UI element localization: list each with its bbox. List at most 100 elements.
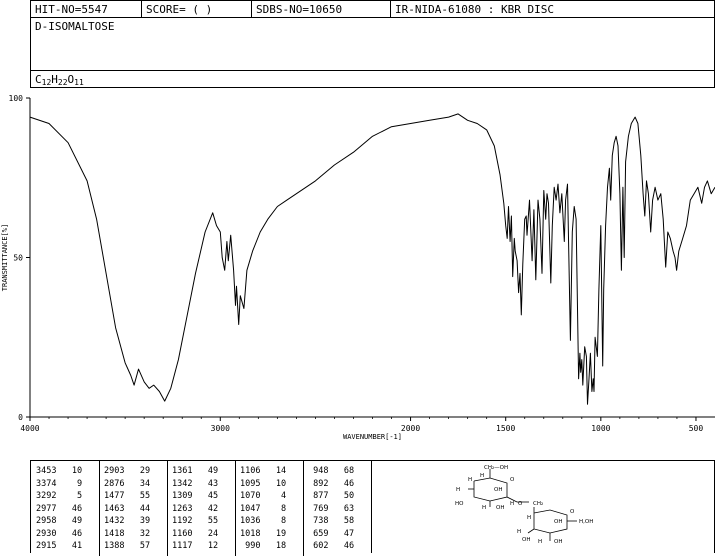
peak-entry: 892 46 — [308, 478, 354, 491]
structure-label: H,OH — [579, 519, 593, 525]
peak-transmittance: 18 — [270, 541, 287, 551]
peak-wavenumber: 2915 — [36, 541, 57, 551]
peak-entry: 1418 32 — [104, 528, 150, 541]
structure-label: HO — [455, 501, 464, 507]
peak-entry: 769 63 — [308, 503, 354, 516]
x-tick-label: 3000 — [211, 424, 230, 433]
peak-wavenumber: 1477 — [104, 491, 125, 501]
peak-transmittance: 39 — [134, 516, 151, 526]
peak-transmittance: 4 — [270, 491, 287, 501]
peak-wavenumber: 1192 — [172, 516, 193, 526]
y-tick-label: 0 — [18, 413, 23, 422]
peak-entry: 1477 55 — [104, 490, 150, 503]
peak-entry: 2903 29 — [104, 465, 150, 478]
peak-entry: 659 47 — [308, 528, 354, 541]
peak-wavenumber: 2903 — [104, 466, 125, 476]
peak-wavenumber: 1018 — [240, 528, 261, 539]
structure-label: H — [480, 473, 484, 479]
structure-label: H — [527, 515, 531, 521]
x-tick-label: 2000 — [401, 424, 420, 433]
peak-entry: 1342 43 — [172, 478, 218, 491]
peak-transmittance: 12 — [202, 541, 219, 551]
x-tick-label: 500 — [689, 424, 704, 433]
peak-wavenumber: 1361 — [172, 466, 193, 476]
peak-table-column: 1361 49 1342 43 1309 45 1263 42 1192 55 1160 … — [172, 465, 218, 553]
x-tick-label: 4000 — [20, 424, 39, 433]
formula-part: H — [51, 73, 58, 86]
peak-table-column: 948 68 892 46 877 50 769 63 738 58 659 4… — [308, 465, 354, 553]
formula-part: 11 — [74, 78, 84, 87]
peak-entry: 948 68 — [308, 465, 354, 478]
peak-wavenumber: 2958 — [36, 516, 57, 526]
peak-wavenumber: 3453 — [36, 466, 57, 476]
peak-entry: 2958 49 — [36, 515, 82, 528]
peak-transmittance: 32 — [134, 528, 151, 539]
peak-entry: 1036 8 — [240, 515, 286, 528]
peak-wavenumber: 1047 — [240, 503, 261, 514]
peak-entry: 602 46 — [308, 540, 354, 553]
peak-entry: 990 18 — [240, 540, 286, 553]
peak-wavenumber: 2977 — [36, 503, 57, 514]
peak-wavenumber: 738 — [308, 516, 329, 526]
peak-wavenumber: 769 — [308, 503, 329, 514]
peak-wavenumber: 990 — [240, 541, 261, 551]
peak-entry: 1018 19 — [240, 528, 286, 541]
peak-table-column: 2903 29 2876 34 1477 55 1463 44 1432 39 1418 … — [104, 465, 150, 553]
peak-transmittance: 24 — [202, 528, 219, 539]
peak-wavenumber: 3374 — [36, 478, 57, 489]
peak-wavenumber: 1160 — [172, 528, 193, 539]
structure-label: OH — [496, 505, 504, 511]
peak-transmittance: 57 — [134, 541, 151, 551]
peak-transmittance: 49 — [66, 516, 83, 526]
peak-wavenumber: 1432 — [104, 516, 125, 526]
structure-label: H — [538, 539, 542, 545]
peak-wavenumber: 1263 — [172, 503, 193, 514]
peak-wavenumber: 1463 — [104, 503, 125, 514]
peak-wavenumber: 2930 — [36, 528, 57, 539]
peak-entry: 1047 8 — [240, 503, 286, 516]
header-divider — [141, 1, 142, 18]
peak-transmittance: 29 — [134, 466, 151, 476]
y-tick-label: 100 — [9, 94, 24, 103]
peak-table-divider — [99, 461, 100, 556]
structure-label: H — [510, 501, 514, 507]
structure-label: O — [518, 501, 523, 507]
peak-wavenumber: 1095 — [240, 478, 261, 489]
peak-wavenumber: 2876 — [104, 478, 125, 489]
molecular-formula: C12H22O11 — [35, 73, 84, 87]
peak-wavenumber: 1342 — [172, 478, 193, 489]
structure-label: OH — [522, 537, 530, 543]
peak-transmittance: 5 — [66, 491, 83, 501]
peak-entry: 1070 4 — [240, 490, 286, 503]
y-axis-label: TRANSMITTANCE[%] — [1, 224, 9, 291]
peak-entry: 1432 39 — [104, 515, 150, 528]
structure-label: OH — [554, 519, 562, 525]
peak-transmittance: 55 — [134, 491, 151, 501]
peak-table-divider — [303, 461, 304, 556]
peak-entry: 3374 9 — [36, 478, 82, 491]
peak-wavenumber: 877 — [308, 491, 329, 501]
peak-table-column: 3453 10 3374 9 3292 5 2977 46 2958 49 2930 46… — [36, 465, 82, 553]
peak-wavenumber: 1070 — [240, 491, 261, 501]
spectrum-line — [29, 113, 715, 405]
structure-label: O — [570, 509, 575, 515]
header-divider — [251, 1, 252, 18]
sdbs-number: SDBS-NO=10650 — [256, 3, 343, 16]
formula-box: C12H22O11 — [30, 70, 715, 88]
peak-transmittance: 58 — [338, 516, 355, 526]
ir-spectrum-chart: 0 50 100 4000 3000 2000 1500 1000 500 WAVENUMBER[… — [1, 94, 715, 441]
peak-table-divider — [235, 461, 236, 556]
peak-entry: 3292 5 — [36, 490, 82, 503]
score: SCORE= ( ) — [146, 3, 213, 16]
peak-entry: 1117 12 — [172, 540, 218, 553]
peak-entry: 1106 14 — [240, 465, 286, 478]
peak-transmittance: 41 — [66, 541, 83, 551]
peak-transmittance: 14 — [270, 466, 287, 476]
peak-transmittance: 45 — [202, 491, 219, 501]
peak-entry: 1263 42 — [172, 503, 218, 516]
peak-table-divider — [167, 461, 168, 556]
hit-number: HIT-NO=5547 — [35, 3, 108, 16]
peak-transmittance: 44 — [134, 503, 151, 514]
peak-transmittance: 46 — [338, 541, 355, 551]
formula-part: 12 — [41, 78, 52, 87]
